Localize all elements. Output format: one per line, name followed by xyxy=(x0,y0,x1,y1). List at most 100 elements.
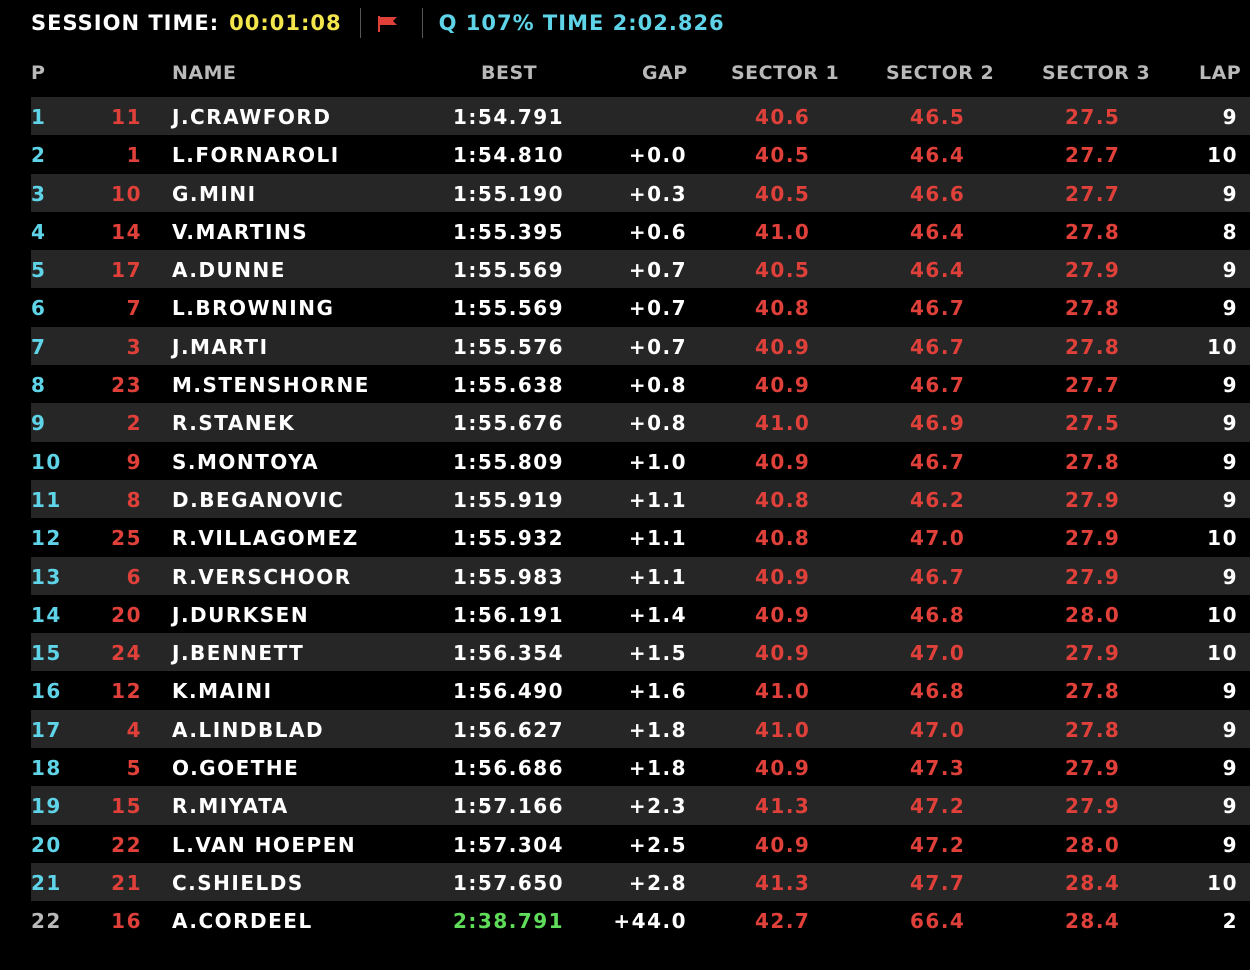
table-row[interactable]: 7 3 J.MARTI 1:55.576 +0.7 40.9 46.7 27.8 10 xyxy=(31,326,1250,366)
cell-position: 21 xyxy=(31,870,62,895)
cell-sector2: 46.7 xyxy=(910,449,966,474)
table-row[interactable]: 22 16 A.CORDEEL 2:38.791 +44.0 42.7 66.4 28.4 2 xyxy=(31,901,1250,940)
cell-best-time: 1:55.676 xyxy=(453,411,565,436)
cell-driver-name: R.STANEK xyxy=(172,411,296,436)
divider xyxy=(359,8,361,38)
table-row[interactable]: 14 20 J.DURKSEN 1:56.191 +1.4 40.9 46.8 28.0 10 xyxy=(31,594,1250,634)
cell-best-time: 1:55.190 xyxy=(453,181,565,206)
cell-driver-name: R.VILLAGOMEZ xyxy=(172,526,359,551)
cell-sector1: 41.0 xyxy=(755,679,811,704)
table-row[interactable]: 8 23 M.STENSHORNE 1:55.638 +0.8 40.9 46.7 27.7 9 xyxy=(31,365,1250,404)
cell-gap: +0.0 xyxy=(628,143,687,168)
cell-position: 12 xyxy=(31,526,62,551)
table-row[interactable]: 4 14 V.MARTINS 1:55.395 +0.6 41.0 46.4 27.8 8 xyxy=(31,211,1250,251)
cell-sector3: 27.9 xyxy=(1065,258,1121,283)
table-row[interactable]: 1 11 J.CRAWFORD 1:54.791 40.6 46.5 27.5 9 xyxy=(31,97,1250,136)
cell-sector3: 27.8 xyxy=(1065,219,1121,244)
table-row[interactable]: 15 24 J.BENNETT 1:56.354 +1.5 40.9 47.0 27.9 10 xyxy=(31,633,1250,672)
table-row[interactable]: 17 4 A.LINDBLAD 1:56.627 +1.8 41.0 47.0 27.8 9 xyxy=(31,709,1250,749)
cell-gap: +0.7 xyxy=(628,258,687,283)
table-row[interactable]: 3 10 G.MINI 1:55.190 +0.3 40.5 46.6 27.7 9 xyxy=(31,173,1250,212)
header-name: NAME xyxy=(172,62,237,84)
cell-car-number: 11 xyxy=(111,105,142,129)
cell-car-number: 25 xyxy=(111,526,142,551)
cell-position: 22 xyxy=(31,909,62,934)
table-row[interactable]: 9 2 R.STANEK 1:55.676 +0.8 41.0 46.9 27.5 9 xyxy=(31,403,1250,442)
cell-lap: 10 xyxy=(1207,334,1238,359)
cell-sector1: 40.9 xyxy=(755,602,811,627)
cell-position: 19 xyxy=(31,794,62,819)
cell-best-time: 1:54.791 xyxy=(453,105,565,129)
table-row[interactable]: 21 21 C.SHIELDS 1:57.650 +2.8 41.3 47.7 28.4 10 xyxy=(31,862,1250,902)
cell-driver-name: M.STENSHORNE xyxy=(172,373,370,398)
cell-best-time: 1:57.166 xyxy=(453,794,565,819)
cell-position: 8 xyxy=(31,373,47,398)
cell-sector1: 40.9 xyxy=(755,756,811,781)
cell-lap: 8 xyxy=(1222,219,1238,244)
cell-car-number: 12 xyxy=(111,679,142,704)
cell-driver-name: L.VAN HOEPEN xyxy=(172,832,357,857)
table-row[interactable]: 5 17 A.DUNNE 1:55.569 +0.7 40.5 46.4 27.9 9 xyxy=(31,250,1250,289)
table-row[interactable]: 16 12 K.MAINI 1:56.490 +1.6 41.0 46.8 27.8 9 xyxy=(31,671,1250,710)
cell-gap: +1.1 xyxy=(628,564,687,589)
table-row[interactable]: 12 25 R.VILLAGOMEZ 1:55.932 +1.1 40.8 47.0 27.9… xyxy=(31,518,1250,557)
cell-sector2: 66.4 xyxy=(910,909,966,934)
cell-sector2: 46.4 xyxy=(910,258,966,283)
cell-gap: +0.8 xyxy=(628,373,687,398)
cell-lap: 9 xyxy=(1222,258,1238,283)
table-row[interactable]: 6 7 L.BROWNING 1:55.569 +0.7 40.8 46.7 27.8 9 xyxy=(31,288,1250,327)
cell-sector2: 47.7 xyxy=(910,870,966,895)
cell-sector2: 46.5 xyxy=(910,105,966,129)
cell-gap: +1.4 xyxy=(628,602,687,627)
cell-lap: 9 xyxy=(1222,717,1238,742)
cell-lap: 10 xyxy=(1207,143,1238,168)
cell-best-time: 1:57.650 xyxy=(453,870,565,895)
cell-sector3: 27.7 xyxy=(1065,373,1121,398)
cell-position: 14 xyxy=(31,602,62,627)
cell-best-time: 1:55.983 xyxy=(453,564,565,589)
table-row[interactable]: 11 8 D.BEGANOVIC 1:55.919 +1.1 40.8 46.2 27.9 9 xyxy=(31,479,1250,519)
cell-driver-name: A.DUNNE xyxy=(172,258,286,283)
cell-best-time: 1:54.810 xyxy=(453,143,565,168)
cell-sector1: 40.9 xyxy=(755,564,811,589)
cell-car-number: 6 xyxy=(126,564,142,589)
cell-lap: 2 xyxy=(1222,909,1238,934)
cell-sector3: 27.8 xyxy=(1065,717,1121,742)
cell-car-number: 2 xyxy=(126,411,142,436)
cell-sector1: 40.9 xyxy=(755,832,811,857)
cell-driver-name: J.MARTI xyxy=(172,334,269,359)
cell-car-number: 8 xyxy=(126,487,142,512)
cell-gap: +0.3 xyxy=(628,181,687,206)
cell-sector3: 27.5 xyxy=(1065,411,1121,436)
cell-gap: +0.8 xyxy=(628,411,687,436)
cell-sector1: 40.5 xyxy=(755,181,811,206)
cell-gap: +1.8 xyxy=(628,717,687,742)
table-row[interactable]: 19 15 R.MIYATA 1:57.166 +2.3 41.3 47.2 27.9 9 xyxy=(31,786,1250,825)
cell-driver-name: O.GOETHE xyxy=(172,756,300,781)
cell-position: 4 xyxy=(31,219,47,244)
table-row[interactable]: 10 9 S.MONTOYA 1:55.809 +1.0 40.9 46.7 27.8 9 xyxy=(31,441,1250,480)
cell-position: 6 xyxy=(31,296,47,321)
cell-gap: +2.3 xyxy=(628,794,687,819)
cell-sector2: 47.2 xyxy=(910,832,966,857)
cell-sector1: 41.3 xyxy=(755,794,811,819)
cell-gap: +1.8 xyxy=(628,756,687,781)
red-flag-icon xyxy=(377,14,399,32)
cell-sector3: 27.9 xyxy=(1065,564,1121,589)
cell-car-number: 3 xyxy=(126,334,142,359)
cell-sector2: 47.2 xyxy=(910,794,966,819)
table-row[interactable]: 2 1 L.FORNAROLI 1:54.810 +0.0 40.5 46.4 27.7 10 xyxy=(31,135,1250,174)
cell-sector3: 27.7 xyxy=(1065,181,1121,206)
cell-car-number: 9 xyxy=(126,449,142,474)
cell-driver-name: S.MONTOYA xyxy=(172,449,320,474)
table-row[interactable]: 18 5 O.GOETHE 1:56.686 +1.8 40.9 47.3 27.9 9 xyxy=(31,748,1250,787)
cell-lap: 9 xyxy=(1222,105,1238,129)
cell-lap: 9 xyxy=(1222,449,1238,474)
cell-sector2: 46.2 xyxy=(910,487,966,512)
table-row[interactable]: 20 22 L.VAN HOEPEN 1:57.304 +2.5 40.9 47.2 28.0… xyxy=(31,824,1250,863)
cell-lap: 9 xyxy=(1222,296,1238,321)
table-row[interactable]: 13 6 R.VERSCHOOR 1:55.983 +1.1 40.9 46.7 27.9 9 xyxy=(31,556,1250,595)
cell-car-number: 17 xyxy=(111,258,142,283)
cell-sector1: 40.9 xyxy=(755,449,811,474)
cell-driver-name: V.MARTINS xyxy=(172,219,309,244)
